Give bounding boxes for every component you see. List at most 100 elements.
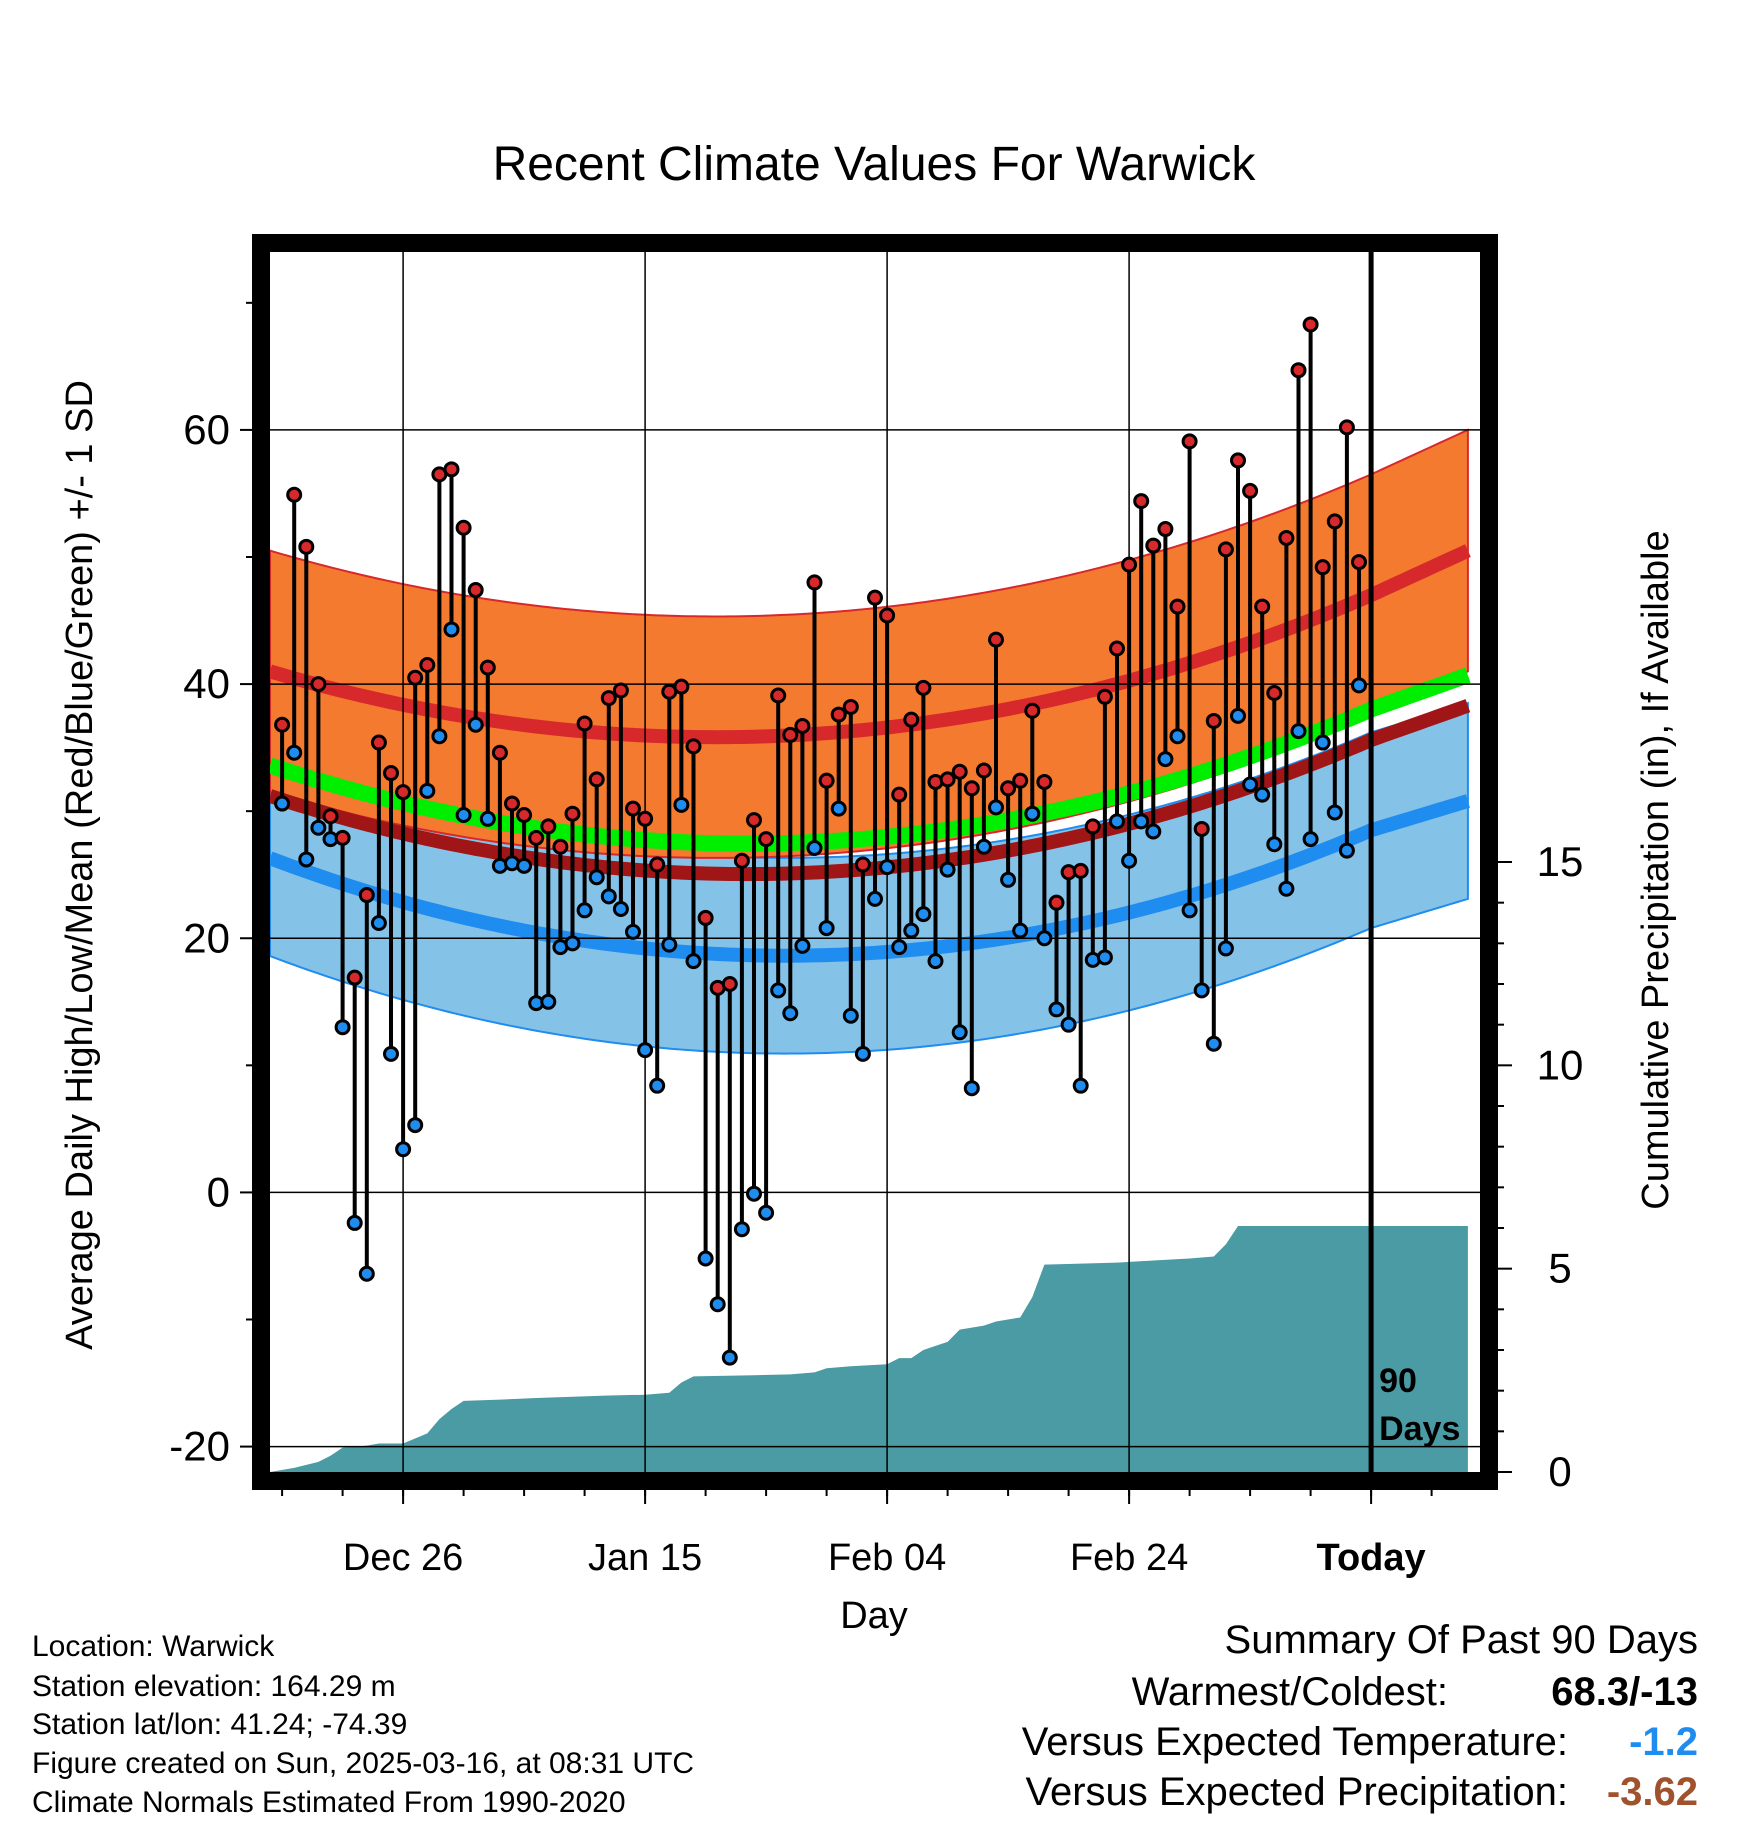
footer-created: Figure created on Sun, 2025-03-16, at 08…	[32, 1747, 695, 1780]
y2-tick-label: 10	[1537, 1041, 1584, 1088]
daily-low-point	[1351, 677, 1367, 694]
daily-high-point	[1036, 773, 1053, 790]
daily-low-point	[1096, 949, 1113, 966]
today-label-days-count: 90	[1379, 1362, 1417, 1400]
daily-low-point	[673, 796, 690, 813]
daily-low-point	[1217, 940, 1234, 957]
daily-high-point	[516, 806, 533, 823]
daily-high-point	[612, 682, 629, 699]
daily-high-point	[383, 765, 399, 782]
daily-low-point	[516, 857, 533, 874]
daily-high-point	[443, 461, 460, 478]
y-axis-label: Average Daily High/Low/Mean (Red/Blue/Gr…	[59, 380, 101, 1350]
daily-high-point	[491, 744, 508, 761]
daily-low-point	[1254, 786, 1271, 803]
daily-high-point	[891, 786, 908, 803]
daily-high-point	[903, 711, 920, 728]
daily-high-point	[504, 795, 520, 812]
y-tick-label: 40	[183, 660, 230, 707]
daily-high-point	[830, 706, 847, 723]
y2-tick-label: 0	[1548, 1448, 1571, 1495]
daily-low-point	[1072, 1077, 1089, 1094]
daily-high-point	[1048, 894, 1065, 911]
daily-low-point	[879, 859, 896, 876]
summary-warm-label: Warmest/Coldest:	[1131, 1670, 1448, 1714]
daily-high-point	[818, 772, 835, 789]
daily-high-point	[1181, 433, 1198, 450]
daily-low-point	[1242, 776, 1259, 793]
y-tick-label: 0	[207, 1168, 230, 1215]
daily-low-point	[939, 861, 956, 878]
daily-low-point	[588, 869, 605, 886]
daily-low-point	[443, 621, 460, 638]
daily-high-point	[552, 838, 569, 855]
plot-area: 90 Days -20 0 20 40 60 0 5 10 15 Dec 26 Jan 15 Feb 04…	[169, 234, 1584, 1579]
daily-low-point	[1193, 982, 1210, 999]
daily-low-point	[1060, 1016, 1077, 1033]
daily-high-point	[879, 607, 896, 624]
daily-low-point	[274, 795, 291, 812]
summary-temp-value: -1.2	[1629, 1720, 1698, 1764]
daily-low-point	[612, 901, 629, 918]
summary-precip-value: -3.62	[1606, 1770, 1698, 1814]
daily-low-point	[661, 936, 678, 953]
daily-high-point	[1072, 862, 1089, 879]
summary-title: Summary Of Past 90 Days	[1224, 1618, 1698, 1662]
daily-high-point	[1314, 559, 1331, 576]
daily-low-point	[975, 838, 992, 855]
low-normal-mean-line	[267, 794, 1470, 963]
daily-high-point	[540, 818, 557, 835]
daily-low-point	[721, 1349, 738, 1366]
daily-high-point	[975, 762, 992, 779]
daily-low-point	[794, 937, 811, 954]
daily-high-point	[1302, 316, 1319, 333]
daily-low-point	[395, 1141, 412, 1158]
daily-high-point	[1278, 529, 1295, 546]
daily-high-point	[298, 538, 315, 555]
daily-high-point	[1290, 362, 1307, 379]
daily-high-point	[794, 718, 811, 735]
daily-low-point	[298, 851, 315, 868]
daily-low-point	[1314, 734, 1331, 751]
daily-low-point	[467, 716, 484, 733]
daily-low-point	[806, 840, 823, 857]
cumulative-precip-area	[270, 1225, 1468, 1472]
daily-high-point	[1230, 452, 1246, 469]
daily-high-point	[649, 856, 666, 873]
daily-high-point	[758, 831, 775, 848]
daily-high-point	[1254, 598, 1271, 615]
chart-title: Recent Climate Values For Warwick	[493, 138, 1257, 191]
daily-high-point	[407, 669, 424, 686]
daily-high-point	[697, 909, 714, 926]
daily-low-point	[479, 810, 496, 827]
daily-low-point	[576, 902, 593, 919]
footer-elevation: Station elevation: 164.29 m	[32, 1670, 396, 1703]
daily-low-point	[770, 982, 787, 999]
daily-high-point	[1121, 556, 1138, 573]
daily-low-point	[1024, 805, 1041, 822]
daily-low-point	[540, 993, 557, 1010]
daily-high-point	[685, 738, 702, 755]
y-tick-label: 60	[183, 406, 230, 453]
daily-low-point	[927, 953, 944, 970]
daily-high-point	[1012, 772, 1029, 789]
daily-high-point	[733, 852, 750, 869]
daily-low-point	[1181, 902, 1198, 919]
daily-high-point	[1217, 541, 1234, 558]
high-normal-band	[269, 428, 1469, 859]
daily-low-point	[649, 1077, 666, 1094]
daily-high-point	[358, 887, 375, 904]
daily-high-point	[600, 690, 617, 707]
daily-high-point	[1133, 493, 1150, 510]
daily-high-point	[395, 784, 412, 801]
daily-high-point	[746, 812, 762, 829]
daily-low-point	[685, 953, 702, 970]
daily-low-point	[818, 920, 835, 937]
daily-low-point	[988, 799, 1004, 816]
daily-high-point	[479, 659, 496, 676]
daily-high-point	[1096, 688, 1113, 705]
daily-low-point	[407, 1117, 424, 1134]
daily-low-point	[383, 1045, 399, 1062]
daily-high-point	[673, 678, 690, 695]
